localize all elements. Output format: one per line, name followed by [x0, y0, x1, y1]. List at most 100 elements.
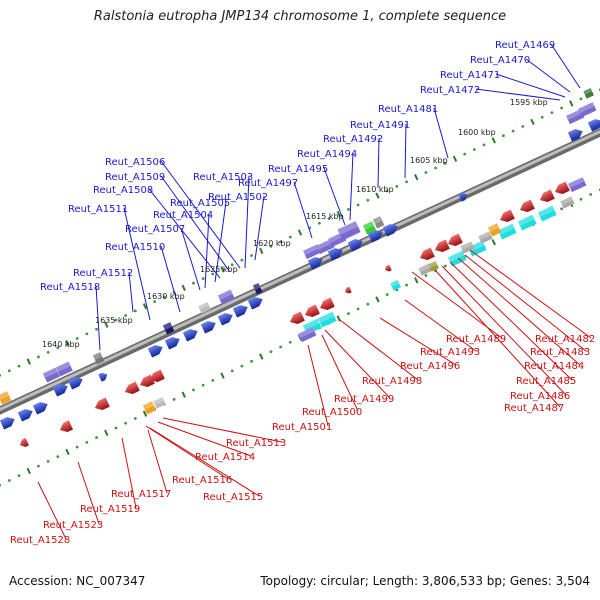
forward-gene-label: Reut_A1506: [105, 157, 165, 168]
fwd-leader: [475, 88, 561, 101]
reverse-track-dot: [279, 345, 283, 349]
forward-track-dot: [463, 152, 467, 156]
cyan-feature: [447, 250, 467, 267]
scale-labels: 1595 kbp 1600 kbp 1605 kbp 1610 kbp 1615 kbp…: [42, 98, 548, 349]
forward-gene-label: Reut_A1502: [208, 192, 268, 203]
accession-text: Accession: NC_007347: [9, 574, 146, 588]
reverse-gene-arrow: [520, 199, 535, 213]
forward-gene-label: Reut_A1505: [170, 198, 230, 209]
forward-gene-arrow: [98, 372, 108, 382]
forward-track-tick: [104, 321, 109, 328]
forward-gene-arrow: [327, 248, 343, 261]
rev-leader: [149, 427, 260, 497]
forward-gene-label: Reut_A1492: [323, 134, 383, 145]
forward-gene-label: Reut_A1503: [193, 172, 253, 183]
rev-leader: [404, 299, 477, 352]
forward-track-dot: [201, 277, 205, 280]
scale-label: 1620 kbp: [253, 239, 291, 248]
reverse-track-dot: [560, 207, 563, 211]
fwd-leader: [160, 245, 181, 313]
forward-gene-label: Reut_A1495: [268, 164, 328, 175]
reverse-track-tick: [414, 277, 419, 284]
reverse-track-dot: [172, 398, 176, 401]
forward-track-tick: [26, 358, 31, 365]
forward-track-tick: [491, 137, 496, 144]
green-feature: [583, 88, 594, 99]
forward-gene-label: Reut_A1510: [105, 242, 165, 253]
forward-track-dot: [472, 148, 476, 151]
fwd-leader: [204, 213, 210, 289]
orange-feature: [487, 223, 502, 237]
reverse-gene-arrow: [60, 420, 73, 433]
reverse-track-tick: [181, 391, 186, 398]
forward-gene-label: Reut_A1481: [378, 104, 438, 115]
gene-features: [0, 88, 600, 447]
scale-label: 1635 kbp: [95, 316, 133, 325]
reverse-gene-label: Reut_A1486: [510, 391, 570, 402]
forward-gene-arrow: [307, 257, 323, 270]
rev-leader: [411, 271, 503, 339]
forward-gene-label: Reut_A1491: [350, 120, 410, 131]
forward-track-dot: [511, 129, 515, 133]
reverse-gene-label: Reut_A1496: [400, 361, 460, 372]
purple-feature: [303, 244, 322, 260]
reverse-track-dot: [201, 383, 205, 387]
forward-gene-label: Reut_A1511: [68, 204, 128, 215]
purple-feature: [568, 177, 587, 193]
forward-track-dot: [502, 134, 505, 138]
fwd-leader: [254, 195, 265, 261]
gene-labels: Reut_A1469 Reut_A1470 Reut_A1471 Reut_A1472…: [10, 40, 595, 546]
reverse-track-tick: [259, 353, 264, 360]
fwd-leader: [123, 207, 151, 321]
forward-track-tick: [259, 247, 264, 255]
reverse-gene-arrow: [500, 209, 515, 223]
reverse-gene-arrow: [555, 181, 570, 195]
reverse-track-dot: [230, 369, 234, 373]
reverse-track-tick: [491, 239, 496, 246]
reverse-track-dot: [46, 460, 50, 463]
rev-leader: [77, 461, 100, 525]
forward-track-dot: [162, 295, 166, 299]
reverse-gene-label: Reut_A1484: [524, 361, 584, 372]
forward-track-dot: [7, 369, 11, 373]
scale-label: 1595 kbp: [510, 98, 548, 107]
fwd-leader: [95, 285, 101, 351]
forward-track-dot: [211, 272, 215, 276]
gray-feature: [372, 216, 385, 229]
forward-track-dot: [95, 327, 98, 331]
forward-track-dot: [0, 374, 2, 377]
rev-leader: [457, 257, 581, 366]
reverse-gene-arrow: [345, 286, 352, 294]
gray-feature: [198, 302, 211, 314]
forward-track-tick: [530, 118, 535, 126]
forward-track-tick: [452, 155, 458, 162]
reverse-track-dot: [579, 197, 583, 201]
forward-track-dot: [385, 189, 389, 193]
reverse-gene-label: Reut_A1514: [195, 452, 255, 463]
rev-leader: [147, 429, 168, 494]
reverse-track-dot: [95, 436, 98, 439]
reverse-track-dot: [356, 307, 360, 311]
map-title: Ralstonia eutropha JMP134 chromosome 1, …: [93, 9, 507, 24]
forward-track-dot: [579, 97, 583, 101]
reverse-track-tick: [104, 429, 109, 436]
forward-gene-arrow: [200, 321, 216, 334]
reverse-track-dot: [56, 455, 60, 459]
forward-gene-label: Reut_A1509: [105, 172, 165, 183]
orange-feature: [0, 391, 12, 405]
fwd-leader: [323, 167, 346, 226]
forward-gene-arrow: [147, 345, 163, 358]
scale-label: 1640 kbp: [42, 340, 80, 349]
forward-track-dot: [327, 217, 331, 221]
reverse-track-dot: [37, 464, 40, 468]
reverse-gene-label: Reut_A1528: [10, 535, 70, 546]
fwd-leader: [404, 123, 407, 179]
reverse-track-dot: [85, 440, 89, 444]
reverse-track-dot: [347, 312, 350, 316]
forward-track-dot: [424, 171, 428, 174]
reverse-gene-arrow: [125, 381, 140, 395]
forward-track-dot: [405, 180, 408, 184]
gray-feature: [478, 231, 493, 244]
forward-gene-arrow: [52, 384, 68, 397]
purple-feature: [55, 361, 73, 377]
